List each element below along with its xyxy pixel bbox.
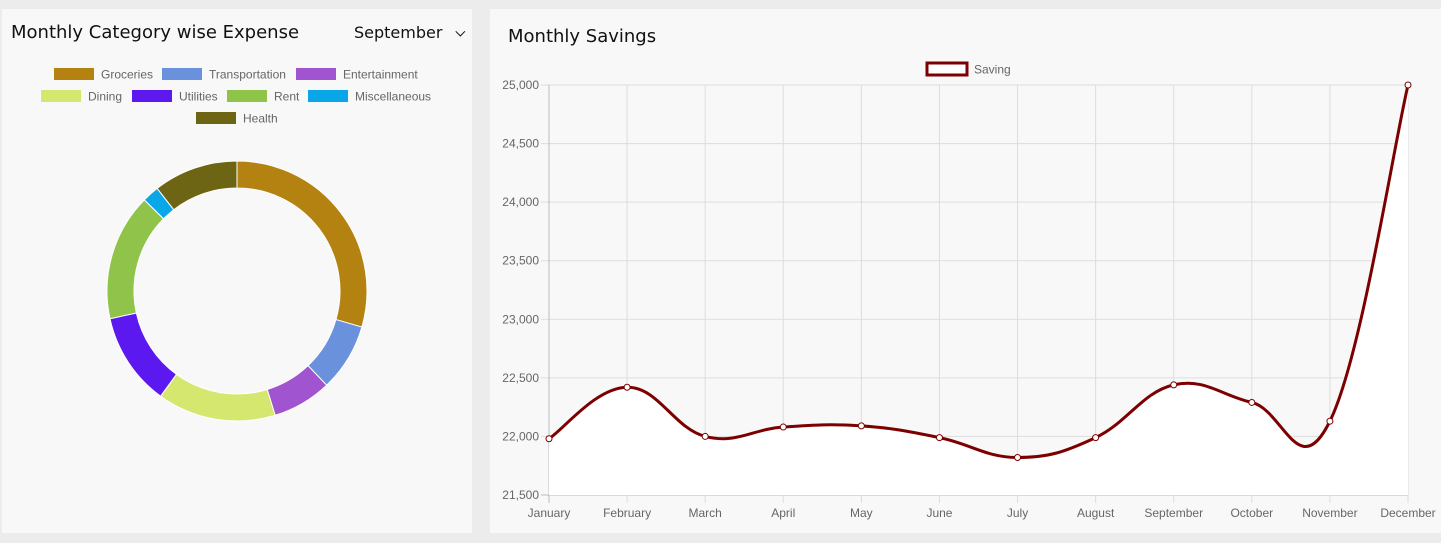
y-tick-label: 23,500 bbox=[502, 254, 539, 268]
saving-line bbox=[548, 84, 1410, 460]
y-tick-label: 21,500 bbox=[502, 488, 539, 502]
expense-doughnut-chart: Groceries Transportation Entertainment Dini… bbox=[41, 68, 431, 422]
legend-swatch-rent bbox=[227, 90, 267, 102]
saving-point-june[interactable] bbox=[935, 434, 943, 442]
y-tick-label: 22,500 bbox=[502, 371, 539, 385]
y-axis-ticks: 21,500 22,000 22,500 23,000 23,500 24,000 24,5… bbox=[502, 78, 539, 502]
savings-panel-title: Monthly Savings bbox=[508, 26, 657, 47]
expense-panel: Monthly Category wise Expense September … bbox=[2, 9, 472, 533]
x-tick-label: November bbox=[1302, 506, 1357, 520]
legend-label-utilities: Utilities bbox=[179, 90, 218, 104]
saving-point-march[interactable] bbox=[701, 432, 709, 440]
legend-swatch-saving bbox=[925, 61, 969, 77]
y-tick-label: 25,000 bbox=[502, 78, 539, 92]
legend-label-saving: Saving bbox=[974, 63, 1011, 77]
doughnut-slice-health[interactable] bbox=[156, 160, 238, 211]
line-legend: Saving bbox=[925, 61, 1011, 77]
x-tick-label: February bbox=[603, 506, 651, 520]
legend-label-rent: Rent bbox=[274, 90, 300, 104]
x-tick-label: January bbox=[528, 506, 571, 520]
saving-point-february[interactable] bbox=[623, 383, 631, 391]
legend-label-miscellaneous: Miscellaneous bbox=[355, 90, 431, 104]
x-axis-ticks: January February March April May June July Augu… bbox=[528, 506, 1436, 520]
saving-point-july[interactable] bbox=[1014, 454, 1022, 462]
x-tick-label: December bbox=[1380, 506, 1435, 520]
y-tick-label: 22,000 bbox=[502, 429, 539, 443]
legend-swatch-utilities bbox=[132, 90, 172, 102]
legend-label-health: Health bbox=[243, 112, 278, 126]
doughnut-slice-dining[interactable] bbox=[159, 373, 276, 422]
saving-point-december[interactable] bbox=[1404, 81, 1412, 89]
y-tick-label: 24,000 bbox=[502, 195, 539, 209]
saving-point-january[interactable] bbox=[545, 435, 553, 443]
line-series bbox=[545, 81, 1412, 495]
savings-panel: Monthly Savings Saving 21,500 22,000 22,50… bbox=[490, 9, 1441, 533]
doughnut-slice-utilities[interactable] bbox=[109, 312, 178, 397]
saving-point-november[interactable] bbox=[1326, 417, 1334, 425]
saving-point-may[interactable] bbox=[857, 422, 865, 430]
doughnut-slice-groceries[interactable] bbox=[236, 160, 368, 328]
x-tick-label: July bbox=[1007, 506, 1028, 520]
y-tick-label: 24,500 bbox=[502, 137, 539, 151]
legend-label-groceries: Groceries bbox=[101, 68, 153, 82]
legend-label-entertainment: Entertainment bbox=[343, 68, 418, 82]
legend-label-dining: Dining bbox=[88, 90, 122, 104]
y-tick-label: 23,000 bbox=[502, 312, 539, 326]
saving-point-april[interactable] bbox=[779, 423, 787, 431]
legend-swatch-groceries bbox=[54, 68, 94, 80]
savings-line-chart: Saving 21,500 22,000 22,500 23,000 23,500 24,… bbox=[502, 61, 1436, 520]
saving-point-september[interactable] bbox=[1170, 381, 1178, 389]
expense-panel-title: Monthly Category wise Expense bbox=[11, 22, 300, 43]
legend-swatch-transportation bbox=[162, 68, 202, 80]
x-tick-label: June bbox=[926, 506, 952, 520]
legend-swatch-dining bbox=[41, 90, 81, 102]
doughnut-legend: Groceries Transportation Entertainment Dini… bbox=[41, 68, 431, 126]
legend-swatch-entertainment bbox=[296, 68, 336, 80]
x-tick-label: May bbox=[850, 506, 873, 520]
legend-swatch-health bbox=[196, 112, 236, 124]
doughnut-slices bbox=[106, 160, 368, 422]
legend-swatch-miscellaneous bbox=[308, 90, 348, 102]
x-tick-label: September bbox=[1144, 506, 1203, 520]
saving-area-fill bbox=[549, 85, 1408, 495]
x-tick-label: March bbox=[689, 506, 722, 520]
x-tick-label: April bbox=[771, 506, 795, 520]
x-tick-label: August bbox=[1077, 506, 1115, 520]
x-tick-label: October bbox=[1230, 506, 1273, 520]
doughnut-slice-rent[interactable] bbox=[106, 199, 165, 320]
month-dropdown-value: September bbox=[354, 23, 443, 42]
month-dropdown[interactable]: September bbox=[354, 23, 466, 42]
saving-point-august[interactable] bbox=[1092, 434, 1100, 442]
legend-label-transportation: Transportation bbox=[209, 68, 286, 82]
saving-point-october[interactable] bbox=[1248, 398, 1256, 406]
